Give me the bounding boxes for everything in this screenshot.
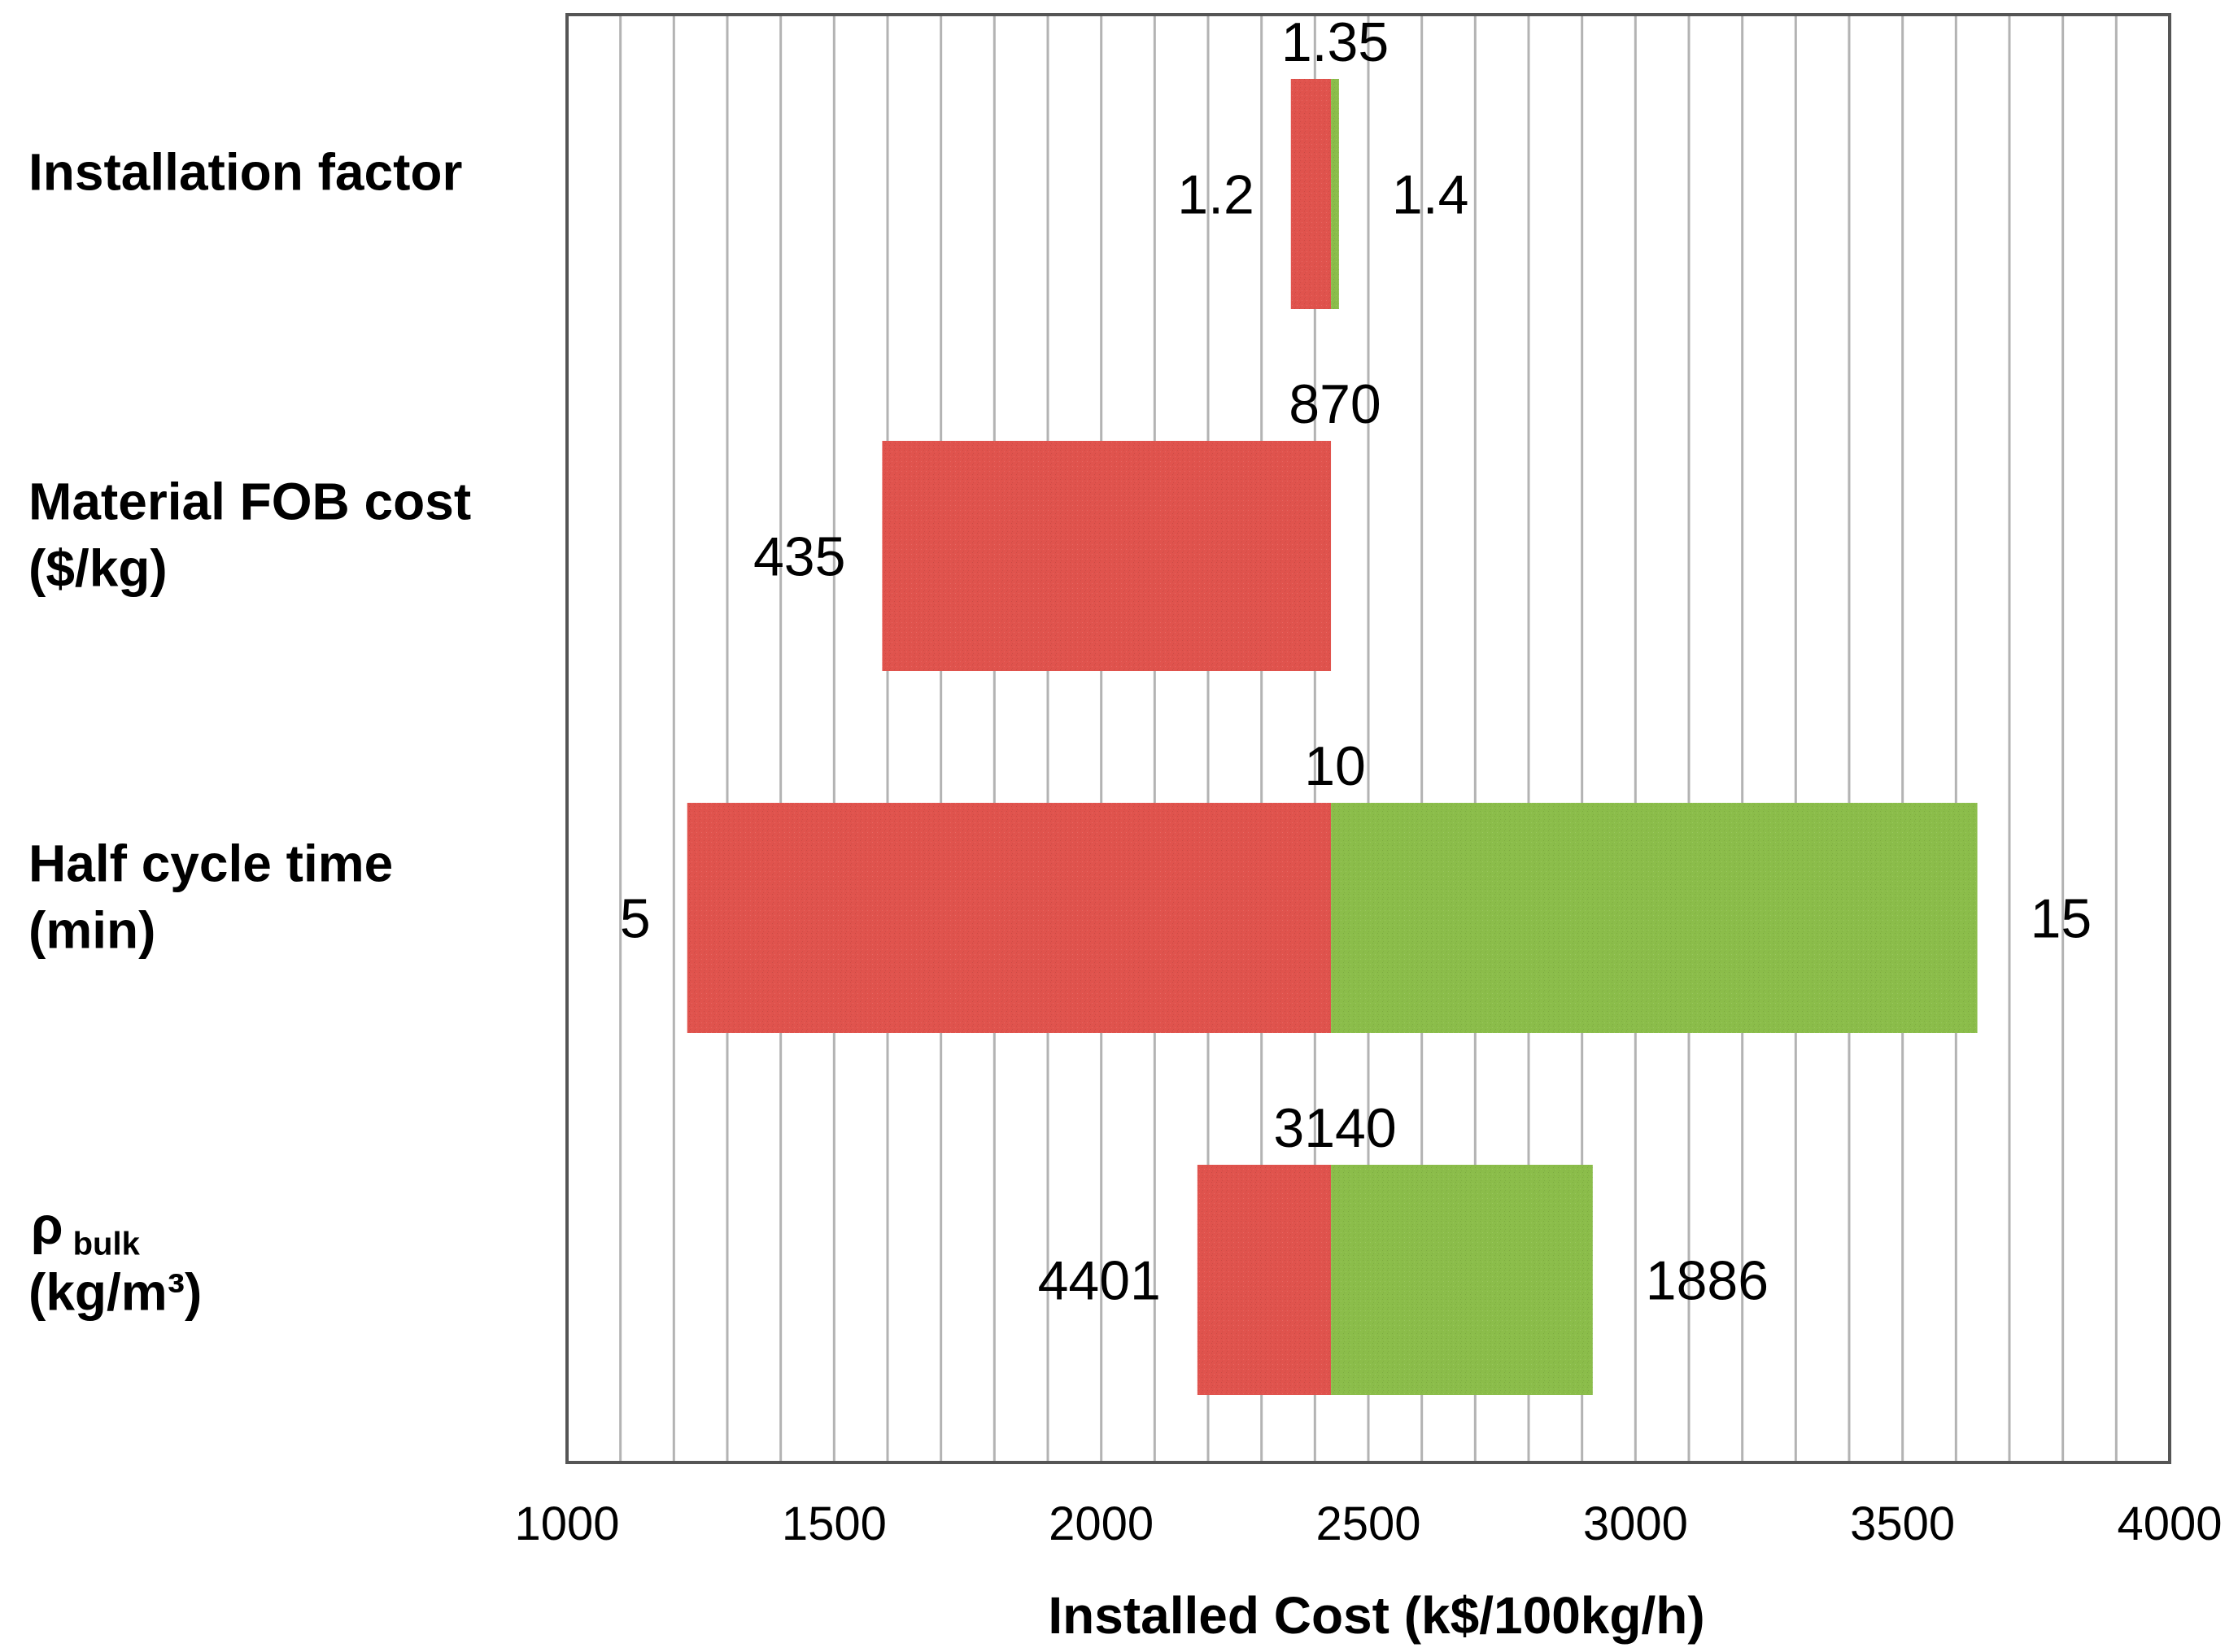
base-value-label: 870 [1289,373,1381,435]
bar-high-texture [1331,79,1339,309]
x-tick-label: 2500 [1315,1497,1420,1550]
base-value-label: 10 [1304,735,1366,797]
x-tick-label: 1500 [782,1497,887,1550]
x-tick-label: 4000 [2117,1497,2222,1550]
x-tick-label: 1000 [514,1497,619,1550]
base-value-label: 1.35 [1281,11,1389,73]
category-label: (min) [28,901,155,960]
bar-low-texture [687,803,1332,1033]
bar-low-texture [1290,79,1332,309]
bar-low-texture [1197,1165,1332,1395]
category-label: Half cycle time [28,835,393,893]
category-label: ρ bulk [31,1197,141,1262]
high-value-label: 15 [2031,888,2092,950]
x-tick-label: 3500 [1850,1497,1955,1550]
category-label: Installation factor [28,143,462,202]
x-axis: 1000 1500 2000 2500 3000 3500 4000 Installed Co… [514,1497,2222,1645]
low-value-label: 4401 [1038,1250,1161,1312]
bar-high-texture [1331,1165,1593,1395]
value-labels: 1.35 1.2 1.4 870 435 10 5 15 3140 4401 1886 [620,11,2092,1312]
x-tick-label: 3000 [1583,1497,1688,1550]
category-label: (kg/m³) [28,1263,202,1322]
category-labels: Installation factor Material FOB cost ($/k… [28,143,471,1322]
x-tick-label: 2000 [1049,1497,1154,1550]
low-value-label: 1.2 [1177,164,1254,226]
category-label: Material FOB cost [28,473,471,531]
base-value-label: 3140 [1273,1097,1396,1159]
plot-frame [565,13,2171,1464]
high-value-label: 1.4 [1392,164,1469,226]
bar-high-texture [1331,803,1978,1033]
bar-low-texture [882,441,1332,671]
low-value-label: 5 [620,888,651,950]
category-label: ($/kg) [28,539,168,598]
bars [687,79,1978,1395]
low-value-label: 435 [753,526,845,588]
high-value-label: 1886 [1646,1250,1769,1312]
category-label-subscript: bulk [73,1227,141,1262]
x-axis-title: Installed Cost (k$/100kg/h) [1048,1586,1704,1645]
